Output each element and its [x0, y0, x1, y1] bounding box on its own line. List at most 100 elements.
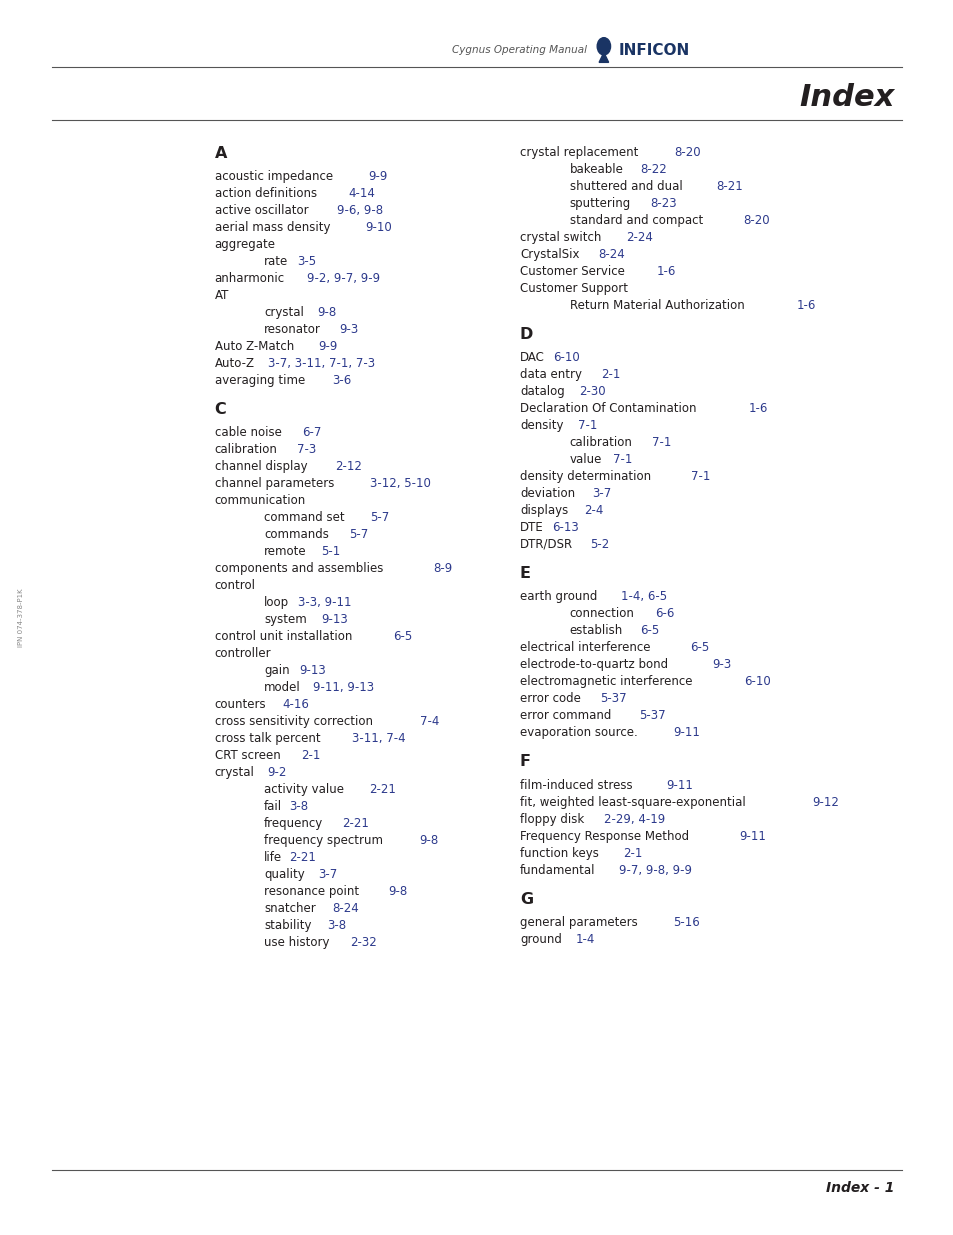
Text: 9-9: 9-9 [318, 340, 337, 353]
Text: system: system [264, 614, 307, 626]
Text: use history: use history [264, 936, 330, 948]
Text: averaging time: averaging time [214, 374, 305, 387]
Text: crystal switch: crystal switch [519, 231, 600, 243]
Text: loop: loop [264, 597, 289, 609]
Text: 6-7: 6-7 [302, 426, 321, 440]
Text: C: C [214, 403, 226, 417]
Text: calibration: calibration [214, 443, 277, 457]
Text: 4-14: 4-14 [348, 188, 375, 200]
Text: 6-6: 6-6 [654, 608, 674, 620]
Text: 1-4: 1-4 [575, 934, 594, 946]
Text: 9-7, 9-8, 9-9: 9-7, 9-8, 9-9 [618, 863, 691, 877]
Text: DTE: DTE [519, 521, 543, 534]
Text: remote: remote [264, 546, 307, 558]
Text: 7-4: 7-4 [419, 715, 439, 729]
Text: cross talk percent: cross talk percent [214, 732, 320, 745]
Text: 8-21: 8-21 [716, 180, 742, 193]
Text: control unit installation: control unit installation [214, 630, 352, 643]
Text: cable noise: cable noise [214, 426, 281, 440]
Text: error code: error code [519, 693, 580, 705]
Text: channel parameters: channel parameters [214, 478, 334, 490]
Text: quality: quality [264, 868, 305, 881]
Text: crystal replacement: crystal replacement [519, 146, 638, 159]
Text: frequency spectrum: frequency spectrum [264, 834, 383, 847]
Text: Index - 1: Index - 1 [825, 1181, 894, 1195]
Text: 2-24: 2-24 [626, 231, 653, 243]
Text: CrystalSix: CrystalSix [519, 248, 578, 261]
Text: 9-11: 9-11 [673, 726, 700, 740]
Text: 6-10: 6-10 [553, 351, 579, 364]
Text: film-induced stress: film-induced stress [519, 779, 632, 792]
Text: 9-9: 9-9 [368, 170, 388, 183]
Text: datalog: datalog [519, 385, 564, 398]
Text: 1-6: 1-6 [748, 403, 768, 415]
Text: CRT screen: CRT screen [214, 750, 280, 762]
Text: 5-1: 5-1 [320, 546, 339, 558]
Text: 5-7: 5-7 [370, 511, 389, 525]
Text: 3-8: 3-8 [289, 800, 308, 813]
Text: rate: rate [264, 256, 288, 268]
Text: A: A [214, 146, 227, 161]
Text: data entry: data entry [519, 368, 581, 382]
Text: shuttered and dual: shuttered and dual [569, 180, 681, 193]
Text: 2-32: 2-32 [350, 936, 376, 948]
Text: function keys: function keys [519, 847, 598, 860]
Text: 2-4: 2-4 [583, 504, 602, 517]
Text: 8-23: 8-23 [649, 196, 676, 210]
Text: evaporation source.: evaporation source. [519, 726, 637, 740]
Text: 2-29, 4-19: 2-29, 4-19 [603, 813, 665, 826]
Text: error command: error command [519, 709, 611, 722]
Text: 7-1: 7-1 [577, 419, 597, 432]
Text: 3-12, 5-10: 3-12, 5-10 [370, 478, 431, 490]
Text: 8-22: 8-22 [639, 163, 666, 175]
Text: 3-3, 9-11: 3-3, 9-11 [298, 597, 352, 609]
Text: 1-6: 1-6 [796, 299, 815, 311]
Text: 6-5: 6-5 [689, 641, 708, 655]
Text: 9-10: 9-10 [365, 221, 392, 235]
Text: 7-3: 7-3 [297, 443, 316, 457]
Text: 3-8: 3-8 [327, 919, 346, 932]
Text: 5-7: 5-7 [349, 529, 368, 541]
Text: Auto-Z: Auto-Z [214, 357, 254, 370]
Text: density: density [519, 419, 563, 432]
Text: 9-3: 9-3 [338, 324, 358, 336]
Text: 2-21: 2-21 [369, 783, 395, 797]
Text: 6-13: 6-13 [552, 521, 578, 534]
Text: 5-37: 5-37 [639, 709, 665, 722]
Text: cross sensitivity correction: cross sensitivity correction [214, 715, 373, 729]
Text: 8-24: 8-24 [333, 902, 359, 915]
Text: 9-2, 9-7, 9-9: 9-2, 9-7, 9-9 [306, 272, 379, 285]
Text: life: life [264, 851, 282, 864]
Text: 9-13: 9-13 [320, 614, 347, 626]
Text: Auto Z-Match: Auto Z-Match [214, 340, 294, 353]
Text: 9-12: 9-12 [812, 795, 839, 809]
Text: 9-8: 9-8 [418, 834, 438, 847]
Text: 9-2: 9-2 [267, 766, 287, 779]
Text: 2-30: 2-30 [578, 385, 605, 398]
Text: 9-11: 9-11 [739, 830, 765, 842]
Text: fundamental: fundamental [519, 863, 595, 877]
Text: electrical interference: electrical interference [519, 641, 650, 655]
Text: 9-11: 9-11 [666, 779, 693, 792]
Text: components and assemblies: components and assemblies [214, 562, 382, 576]
Text: aggregate: aggregate [214, 238, 275, 251]
Text: ground: ground [519, 934, 561, 946]
Text: 5-2: 5-2 [589, 538, 609, 551]
Text: 2-1: 2-1 [622, 847, 642, 860]
Text: 5-16: 5-16 [673, 916, 700, 929]
Text: communication: communication [214, 494, 306, 508]
Text: 1-4, 6-5: 1-4, 6-5 [620, 590, 667, 604]
Text: 8-24: 8-24 [598, 248, 624, 261]
Text: aerial mass density: aerial mass density [214, 221, 330, 235]
Text: Return Material Authorization: Return Material Authorization [569, 299, 743, 311]
Text: bakeable: bakeable [569, 163, 622, 175]
Polygon shape [598, 52, 608, 63]
Text: E: E [519, 566, 531, 580]
Text: electrode-to-quartz bond: electrode-to-quartz bond [519, 658, 667, 672]
Text: earth ground: earth ground [519, 590, 597, 604]
Text: 5-37: 5-37 [599, 693, 626, 705]
Text: activity value: activity value [264, 783, 344, 797]
Text: 7-1: 7-1 [652, 436, 671, 450]
Text: 9-11, 9-13: 9-11, 9-13 [313, 682, 374, 694]
Text: 8-20: 8-20 [674, 146, 700, 159]
